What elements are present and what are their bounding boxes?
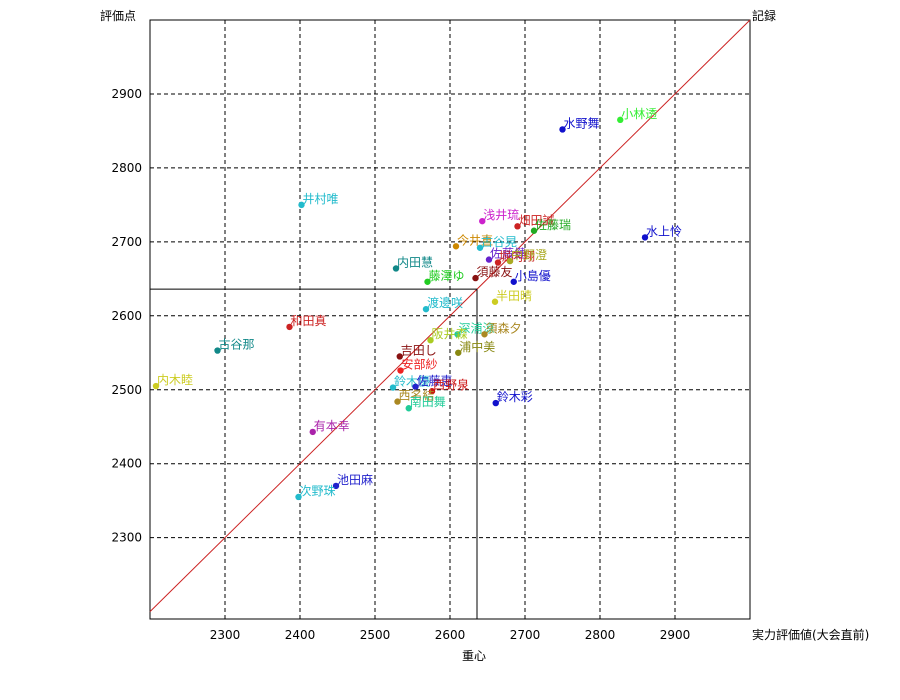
data-point [641, 234, 649, 241]
data-point [396, 353, 403, 360]
center-label: 重心 [462, 649, 486, 663]
x-tick-label: 2400 [285, 628, 316, 642]
y-tick-label: 2300 [111, 531, 142, 545]
data-point-label: 畑田誠 [519, 213, 555, 227]
diagonal-line [149, 19, 751, 612]
data-point [397, 367, 404, 374]
data-point-label: 水上怜 [646, 224, 682, 238]
data-point [332, 482, 340, 490]
x-tick-label: 2800 [585, 628, 616, 642]
x-axis-label: 実力評価値(大会直前) [752, 627, 869, 642]
y-tick-label: 2400 [111, 457, 142, 471]
data-point-label: 藤澤ゆ [429, 269, 465, 283]
data-point [424, 278, 431, 285]
data-point [559, 126, 566, 133]
data-point-label: 水野舞 [564, 116, 600, 130]
y-tick-label: 2900 [111, 87, 142, 101]
data-point-label: 南田舞 [410, 394, 446, 409]
data-point-label: 浅井琉 [483, 208, 519, 222]
data-point [455, 349, 462, 356]
y-tick-label: 2500 [111, 383, 142, 397]
data-point-label: 今井直 [457, 232, 493, 247]
grid [150, 20, 750, 619]
data-point [428, 388, 436, 395]
data-point [485, 256, 493, 263]
data-point-label: 中野澄 [511, 247, 547, 262]
data-point-label: 有本幸 [314, 419, 350, 433]
data-point [506, 257, 514, 265]
data-point [394, 398, 401, 405]
data-point [295, 493, 302, 501]
data-point-label: 小島優 [515, 268, 551, 283]
data-point-label: 次野珠 [300, 484, 336, 498]
data-point-label: 須森夕 [486, 320, 522, 335]
data-point [472, 274, 479, 282]
data-point-label: 井村唯 [303, 192, 339, 206]
data-point [392, 265, 400, 272]
data-point-label: 半田晴 [496, 289, 532, 303]
data-point-label: 内田慧 [397, 254, 433, 269]
data-point-label: 和田真 [291, 314, 327, 328]
data-point-label: 西名結 [399, 388, 435, 403]
data-point-label: 安部紗 [402, 357, 438, 372]
data-point [479, 217, 486, 225]
data-point [476, 244, 484, 251]
data-point [286, 323, 293, 331]
data-point [152, 382, 160, 390]
data-point-label: 浦中美 [459, 339, 495, 354]
x-tick-label: 2500 [360, 628, 391, 642]
plot-frame [149, 19, 751, 620]
data-point-label: 池田麻 [337, 472, 373, 487]
data-point [494, 259, 502, 266]
x-tick-label: 2900 [660, 628, 691, 642]
data-point [405, 405, 412, 412]
data-point-label: 小林透 [621, 107, 657, 121]
data-point-label: 佐藤健 [490, 247, 526, 261]
data-point [454, 331, 461, 338]
data-point [510, 278, 517, 285]
y-tick-labels: 2300 2400 2500 2600 2700 2800 2900 [111, 87, 142, 545]
data-point-label: 鈴木優 [394, 374, 430, 389]
data-point [492, 399, 499, 407]
data-point [617, 116, 624, 124]
data-point [298, 201, 305, 209]
data-point [427, 337, 434, 344]
data-point-label: 鈴木彩 [497, 389, 533, 404]
data-point [514, 223, 521, 230]
data-point-label: 西野泉 [433, 378, 469, 392]
y-tick-label: 2700 [111, 235, 142, 249]
data-point [452, 243, 460, 250]
data-point [309, 428, 316, 436]
data-point [491, 298, 499, 305]
data-point [481, 331, 488, 338]
data-point-label: 古谷那 [219, 337, 255, 352]
data-point [422, 305, 430, 313]
data-point-label: 渡邊咲 [427, 295, 463, 310]
data-point-label: 佐藤恵 [417, 374, 453, 388]
data-point [214, 347, 221, 354]
data-point [389, 384, 397, 391]
x-tick-label: 2600 [435, 628, 466, 642]
diagonal-label: 記録 [752, 8, 776, 23]
data-point-label: 須藤友 [477, 265, 513, 279]
y-tick-label: 2600 [111, 309, 142, 323]
x-tick-labels: 2300 2400 2500 2600 2700 2800 2900 [210, 628, 691, 642]
data-point-label: 内木睦 [157, 373, 193, 387]
data-point-label: 佐藤瑞 [535, 218, 571, 232]
data-point [530, 227, 538, 234]
data-point [412, 383, 419, 390]
y-tick-label: 2800 [111, 161, 142, 175]
x-tick-label: 2700 [510, 628, 541, 642]
x-tick-label: 2300 [210, 628, 241, 642]
data-point-label: 古谷晃 [481, 234, 517, 249]
data-point-label: 吉田し [401, 343, 437, 357]
data-point-label: 阪井森 [432, 326, 468, 341]
y-axis-label: 評価点 [100, 8, 136, 23]
